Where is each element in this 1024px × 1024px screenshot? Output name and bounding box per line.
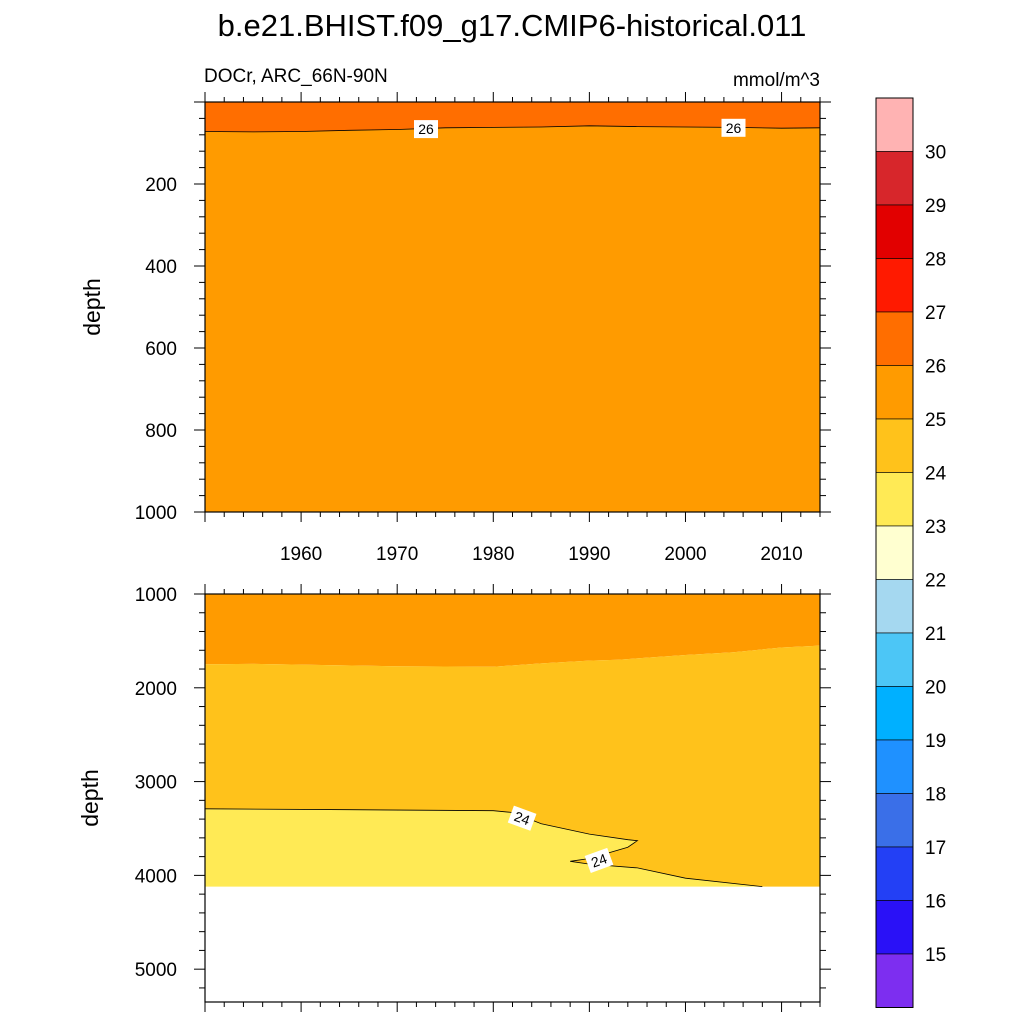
contour-label-box	[507, 805, 537, 831]
colorbar-label: 19	[925, 731, 946, 752]
contour-label: 26	[414, 120, 438, 139]
colorbar: 30 29 28 27 26 25 24 23 22 21 20 19 18 17 16 15	[875, 97, 947, 1008]
colorbar-box	[875, 686, 914, 741]
colorbar-label: 25	[925, 410, 946, 431]
colorbar-box	[875, 632, 914, 687]
contour-label: 24	[507, 805, 537, 831]
colorbar-box	[875, 311, 914, 366]
contour-fill-25-26	[205, 594, 820, 667]
colorbar-box	[875, 472, 914, 527]
colorbar-label: 24	[925, 464, 947, 485]
colorbar-box	[875, 953, 914, 1008]
colorbar-box	[875, 365, 914, 420]
colorbar-box	[875, 525, 914, 580]
figure-title: b.e21.BHIST.f09_g17.CMIP6-historical.011	[218, 8, 807, 43]
contour-label-text: 24	[512, 808, 532, 828]
contour-fill-24-25	[205, 645, 820, 887]
x-tick-label: 2010	[760, 544, 802, 565]
colorbar-label: 28	[925, 250, 946, 271]
contour-line	[204, 808, 763, 887]
colorbar-box	[875, 846, 914, 901]
x-tick-label: 1970	[376, 544, 418, 565]
x-tick-label: 1960	[280, 544, 322, 565]
y-tick-label: 2000	[135, 679, 177, 700]
colorbar-label: 16	[925, 892, 946, 913]
y-tick-label: 800	[145, 421, 177, 442]
units-label: mmol/m^3	[733, 70, 820, 91]
colorbar-box	[875, 418, 914, 473]
colorbar-box	[875, 739, 914, 794]
contour-label-text: 24	[589, 850, 609, 870]
colorbar-box	[875, 900, 914, 955]
y-tick-label: 1000	[135, 585, 177, 606]
y-tick-label: 4000	[135, 866, 177, 887]
colorbar-label: 15	[925, 945, 946, 966]
x-tick-label: 1990	[568, 544, 610, 565]
colorbar-box	[875, 579, 914, 634]
contour-fill-26-27	[205, 102, 820, 132]
colorbar-box	[875, 793, 914, 848]
x-tick-label: 1980	[472, 544, 514, 565]
variable-region-label: DOCr, ARC_66N-90N	[204, 66, 388, 87]
colorbar-label: 20	[925, 678, 946, 699]
y-axis-label: depth	[79, 278, 105, 336]
colorbar-box	[875, 258, 914, 313]
contour-label: 26	[721, 118, 746, 137]
contour-label-text: 26	[418, 121, 434, 137]
contour-label-box	[584, 847, 614, 873]
y-axis-label: depth	[77, 769, 103, 827]
colorbar-box	[875, 97, 914, 152]
colorbar-label: 29	[925, 196, 946, 217]
colorbar-label: 26	[925, 357, 946, 378]
y-tick-label: 5000	[135, 960, 177, 981]
colorbar-label: 27	[925, 303, 946, 324]
colorbar-label: 30	[925, 143, 946, 164]
colorbar-label: 17	[925, 838, 946, 859]
colorbar-label: 21	[925, 624, 946, 645]
contour-label: 24	[584, 847, 614, 873]
contour-label-box	[721, 118, 746, 137]
colorbar-label: 22	[925, 571, 946, 592]
y-tick-label: 600	[145, 339, 177, 360]
y-tick-label: 200	[145, 175, 177, 196]
contour-fill-23-24	[205, 808, 820, 887]
y-tick-label: 3000	[135, 773, 177, 794]
y-tick-label: 400	[145, 257, 177, 278]
contour-fill-25-26	[205, 125, 820, 513]
colorbar-label: 18	[925, 785, 946, 806]
contour-label-box	[414, 120, 438, 139]
colorbar-box	[875, 204, 914, 259]
lower-depth-panel: 24 24 1000 2000 3000 4000 5000 depth	[77, 584, 831, 1012]
upper-depth-panel: 26 26 1960 1970 1980 1990 2000 2010 200 400 600 800…	[79, 92, 831, 565]
colorbar-box	[875, 151, 914, 206]
x-tick-label: 2000	[664, 544, 706, 565]
contour-label-text: 26	[726, 120, 742, 136]
colorbar-label: 23	[925, 517, 946, 538]
y-tick-label: 1000	[135, 503, 177, 524]
colorbar-frame	[875, 97, 914, 1008]
